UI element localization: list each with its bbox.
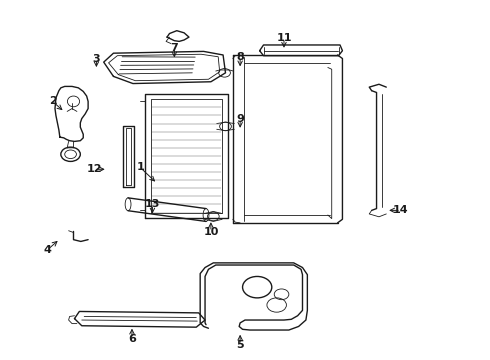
- Text: 10: 10: [203, 227, 219, 237]
- Text: 4: 4: [44, 245, 51, 255]
- Text: 5: 5: [236, 340, 244, 350]
- Text: 11: 11: [276, 33, 292, 43]
- Text: 1: 1: [136, 162, 144, 172]
- Text: 13: 13: [145, 199, 160, 209]
- Text: 7: 7: [171, 43, 178, 53]
- Text: 2: 2: [49, 96, 56, 107]
- Text: 6: 6: [128, 334, 136, 344]
- Text: 8: 8: [236, 52, 244, 62]
- Text: 14: 14: [393, 205, 409, 215]
- Text: 3: 3: [93, 54, 100, 64]
- Text: 12: 12: [86, 164, 102, 174]
- Text: 9: 9: [236, 114, 244, 124]
